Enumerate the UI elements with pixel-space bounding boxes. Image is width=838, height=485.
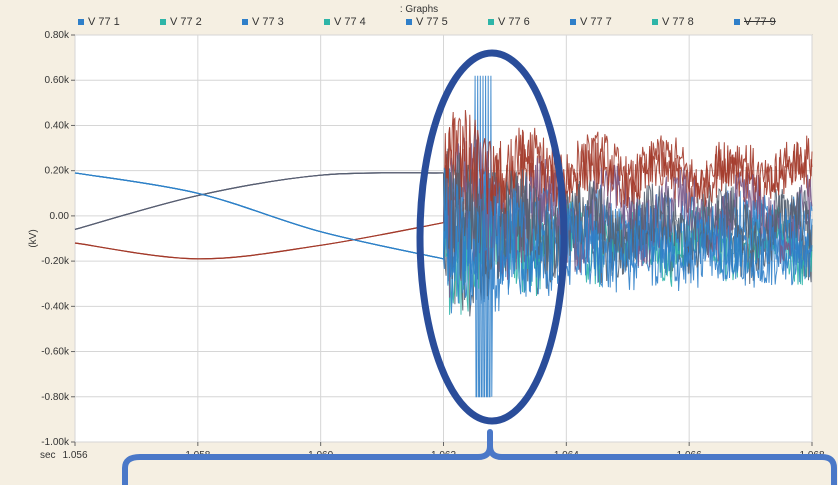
legend-item: V 77 1 [78, 16, 120, 28]
series-line-post [443, 109, 813, 223]
y-tick-label: 0.00 [50, 211, 70, 222]
legend-label: V 77 4 [334, 16, 366, 28]
legend-label: V 77 8 [662, 16, 694, 28]
legend-swatch [570, 19, 576, 25]
y-tick-label: 0.60k [45, 75, 70, 86]
legend-swatch [734, 19, 740, 25]
series-line-pre [74, 222, 444, 260]
legend-item: V 77 4 [324, 16, 366, 28]
legend-item: V 77 2 [160, 16, 202, 28]
legend: V 77 1 V 77 2 V 77 3 V 77 4 V 77 5 V 77 6 V 77… [0, 14, 838, 30]
legend-item: V 77 8 [652, 16, 694, 28]
series-pre-fault [74, 172, 444, 260]
legend-swatch [488, 19, 494, 25]
y-tick-label: -0.40k [41, 301, 70, 312]
series-line-pre [74, 172, 444, 231]
legend-label: V 77 7 [580, 16, 612, 28]
legend-swatch [652, 19, 658, 25]
legend-swatch [324, 19, 330, 25]
legend-label: V 77 6 [498, 16, 530, 28]
y-tick-label: 0.40k [45, 120, 70, 131]
legend-swatch [406, 19, 412, 25]
legend-label: V 77 2 [170, 16, 202, 28]
legend-swatch [242, 19, 248, 25]
legend-label: V 77 9 [744, 16, 776, 28]
legend-item: V 77 9 [734, 16, 776, 28]
y-axis-label: (kV) [28, 229, 39, 247]
y-tick-label: -0.80k [41, 392, 70, 403]
y-axis-ticks: 0.80k 0.60k 0.40k 0.20k 0.00 -0.20k -0.40k -0.6… [41, 30, 75, 448]
y-tick-label: -0.60k [41, 347, 70, 358]
legend-item: V 77 6 [488, 16, 530, 28]
highlight-ellipse [416, 49, 568, 425]
legend-label: V 77 3 [252, 16, 284, 28]
y-tick-label: 0.20k [45, 166, 70, 177]
legend-item: V 77 5 [406, 16, 448, 28]
x-tick-label: 1.056 [62, 450, 87, 461]
grid [74, 34, 813, 443]
series-line-post [443, 167, 813, 306]
series-post-fault [443, 75, 813, 398]
legend-swatch [160, 19, 166, 25]
legend-label: V 77 5 [416, 16, 448, 28]
y-tick-label: 0.80k [45, 30, 70, 41]
legend-label: V 77 1 [88, 16, 120, 28]
annotation-brace [122, 429, 837, 485]
chart-title: : Graphs [399, 4, 439, 15]
legend-item: V 77 3 [242, 16, 284, 28]
annotations [122, 49, 837, 485]
legend-swatch [78, 19, 84, 25]
y-tick-label: -0.20k [41, 256, 70, 267]
series-line-pre [74, 172, 444, 260]
legend-item: V 77 7 [570, 16, 612, 28]
y-tick-label: -1.00k [41, 437, 70, 448]
x-axis-label: sec [40, 450, 56, 461]
